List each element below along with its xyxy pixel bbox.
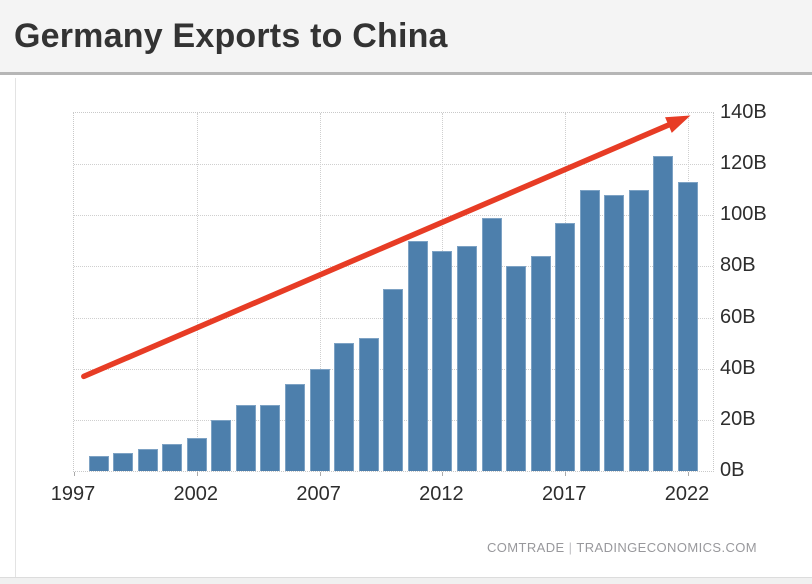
page-header: Germany Exports to China <box>0 0 812 75</box>
page-bottom-strip <box>0 577 812 584</box>
chart-panel <box>15 78 811 577</box>
page-title: Germany Exports to China <box>14 17 448 55</box>
